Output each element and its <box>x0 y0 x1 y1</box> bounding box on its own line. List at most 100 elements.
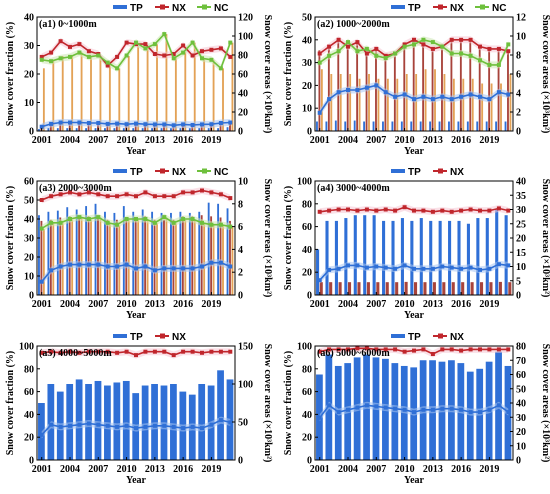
right-tick-label: 0 <box>238 291 243 302</box>
marker-nx-2004 <box>68 190 72 195</box>
bar-tp-2006 <box>85 206 88 295</box>
bar-tp-2006 <box>363 121 366 131</box>
bar-nx-2019 <box>489 282 493 295</box>
bar-nx-2021 <box>229 124 231 131</box>
marker-nx-2004 <box>346 347 350 352</box>
marker-nx-2020 <box>218 192 223 197</box>
left-axis-title: Snow cover fraction (%) <box>283 22 294 127</box>
marker-nc-2002 <box>49 220 54 225</box>
marker-nx-2013 <box>430 209 435 214</box>
marker-nx-2018 <box>478 208 482 213</box>
marker-nx-2012 <box>421 208 426 213</box>
bar-tp-2014 <box>438 121 441 131</box>
bar-nc-2005 <box>80 217 83 295</box>
marker-nx-2010 <box>402 205 407 210</box>
marker-nx-2010 <box>124 192 129 197</box>
x-tick-label: 2019 <box>479 299 499 310</box>
marker-tp-2014 <box>162 122 167 127</box>
marker-nx-2001 <box>39 198 44 202</box>
right-tick-label: 5 <box>516 276 521 287</box>
bar-nc-2016 <box>184 219 187 295</box>
bar-nc-2016 <box>184 52 187 131</box>
marker-nx-2011 <box>412 37 416 42</box>
bar-nx-2014 <box>163 219 165 295</box>
marker-nx-2003 <box>336 347 341 352</box>
right-tick-label: 10 <box>516 32 526 43</box>
marker-nx-2014 <box>440 347 445 352</box>
marker-tp-2014 <box>162 266 167 271</box>
bar-nc-2003 <box>61 223 64 295</box>
bar-nx-2018 <box>200 215 203 295</box>
marker-nx-2016 <box>459 37 464 42</box>
marker-tp-2013 <box>152 122 157 127</box>
x-axis-title: Year <box>404 475 425 486</box>
bar-nc-2020 <box>222 68 224 131</box>
marker-nx-2008 <box>383 207 388 212</box>
marker-nc-2006 <box>86 54 91 59</box>
bar-tp-2015 <box>170 384 177 460</box>
marker-nx-2014 <box>162 53 167 58</box>
left-tick-label: 0 <box>307 456 312 467</box>
marker-nc-2011 <box>412 42 416 47</box>
marker-nx-2004 <box>68 349 72 354</box>
bar-nc-2016 <box>462 78 465 131</box>
marker-nx-2011 <box>412 348 416 353</box>
marker-nc-2001 <box>39 57 44 62</box>
marker-nc-2009 <box>115 66 120 71</box>
bar-tp-2008 <box>382 220 386 295</box>
bar-tp-2012 <box>141 128 144 131</box>
marker-nc-2001 <box>39 226 44 231</box>
bar-nx-2017 <box>470 282 474 295</box>
marker-nx-2007 <box>96 349 101 354</box>
marker-nc-2005 <box>77 215 82 220</box>
x-tick-label: 2016 <box>451 464 471 475</box>
bar-tp-2001 <box>38 403 45 460</box>
bar-tp-2011 <box>410 121 413 131</box>
bar-nx-2009 <box>115 124 118 131</box>
legend-marker-nc <box>202 4 207 10</box>
marker-nx-2012 <box>421 347 426 352</box>
bar-tp-2002 <box>47 211 50 295</box>
bar-nx-2006 <box>87 123 90 131</box>
right-tick-label: 80 <box>516 342 526 353</box>
marker-tp-2017 <box>190 424 195 429</box>
bar-tp-2014 <box>160 128 163 131</box>
bar-nc-2001 <box>42 68 45 131</box>
marker-tp-2019 <box>209 260 214 265</box>
x-tick-label: 2007 <box>366 135 386 146</box>
left-tick-label: 10 <box>24 272 34 283</box>
x-tick-label: 2004 <box>60 299 80 310</box>
right-axis-title: Snow cover areas (×10³km²) <box>540 15 550 134</box>
x-tick-label: 2019 <box>201 135 221 146</box>
bar-nx-2005 <box>356 41 359 132</box>
x-tick-label: 2007 <box>88 464 108 475</box>
bar-nx-2003 <box>337 39 340 131</box>
left-axis-title: Snow cover fraction (%) <box>5 186 16 291</box>
marker-nx-2001 <box>317 209 322 214</box>
left-tick-label: 30 <box>24 234 34 245</box>
marker-nc-2012 <box>143 46 148 51</box>
marker-nx-2002 <box>49 194 54 199</box>
bar-tp-2015 <box>448 121 450 131</box>
bar-nx-2016 <box>461 282 465 295</box>
right-tick-label: 10 <box>516 262 526 273</box>
marker-tp-2011 <box>412 266 416 271</box>
bar-nc-2014 <box>165 217 168 295</box>
marker-nx-2007 <box>96 192 101 197</box>
bar-nx-2018 <box>480 282 484 295</box>
bar-tp-2021 <box>504 121 507 131</box>
marker-tp-2011 <box>134 266 138 271</box>
marker-nc-2010 <box>402 44 407 49</box>
bar-tp-2018 <box>198 128 201 131</box>
bar-nc-2019 <box>490 83 493 131</box>
x-tick-label: 2007 <box>366 464 386 475</box>
bar-nc-2005 <box>80 52 83 131</box>
legend-marker-nc <box>480 4 485 10</box>
bar-nc-2006 <box>368 74 370 131</box>
marker-tp-2017 <box>190 123 195 127</box>
marker-tp-2016 <box>181 426 186 431</box>
x-tick-label: 2010 <box>117 464 137 475</box>
marker-nx-2008 <box>105 194 110 199</box>
marker-tp-2018 <box>478 267 482 272</box>
marker-nc-2002 <box>327 53 332 58</box>
